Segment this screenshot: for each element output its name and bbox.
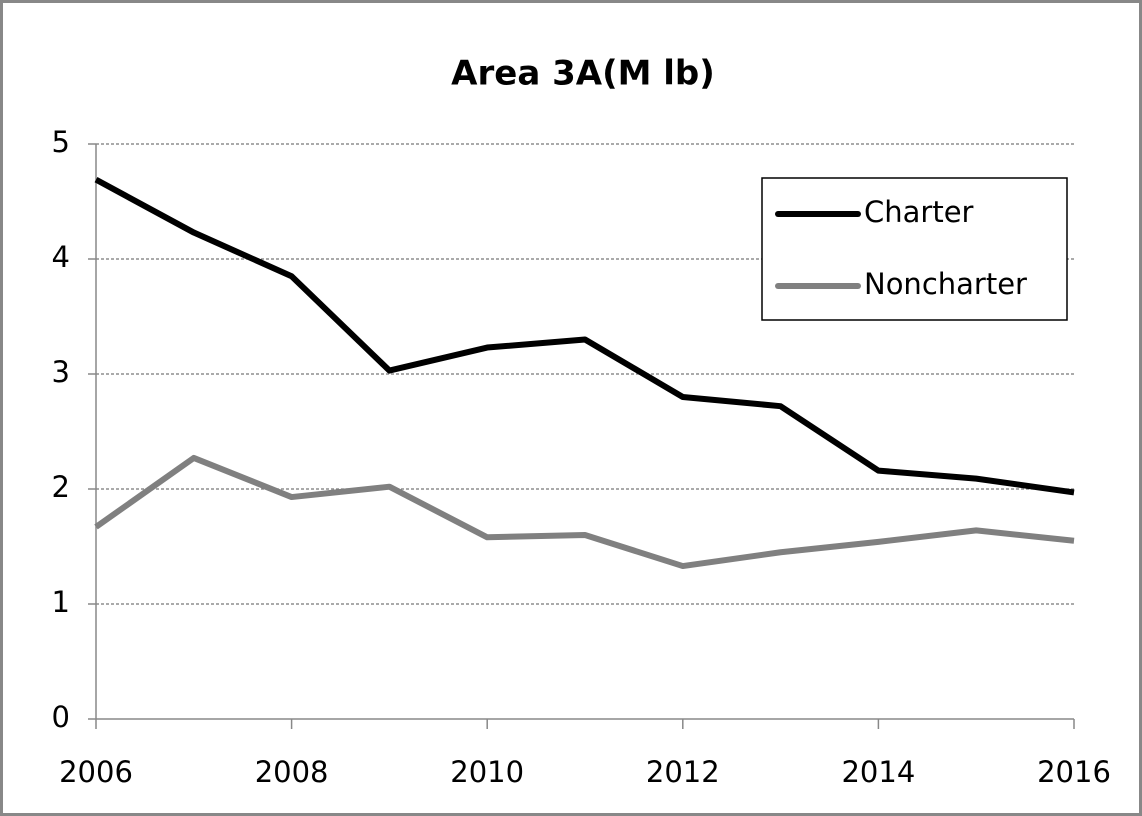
data-line — [94, 177, 1075, 496]
y-tick-label: 3 — [52, 355, 70, 389]
chart-title: Area 3A(M lb) — [451, 54, 715, 94]
legend-label: Noncharter — [864, 267, 1027, 301]
data-line — [94, 454, 1075, 570]
legend-label: Charter — [864, 195, 974, 229]
x-tick-label: 2014 — [841, 755, 915, 789]
x-tick-label: 2012 — [646, 755, 720, 789]
y-tick-label: 5 — [52, 125, 70, 159]
y-tick-label: 4 — [52, 240, 70, 274]
x-tick-label: 2006 — [59, 755, 133, 789]
y-tick-label: 0 — [52, 700, 70, 734]
y-tick-label: 1 — [52, 585, 70, 619]
x-tick-label: 2016 — [1037, 755, 1111, 789]
legend-box — [761, 177, 1068, 321]
x-tick-label: 2008 — [255, 755, 329, 789]
y-tick-label: 2 — [52, 470, 70, 504]
legend: Charter Noncharter — [761, 177, 1068, 321]
x-tick-label: 2010 — [450, 755, 524, 789]
